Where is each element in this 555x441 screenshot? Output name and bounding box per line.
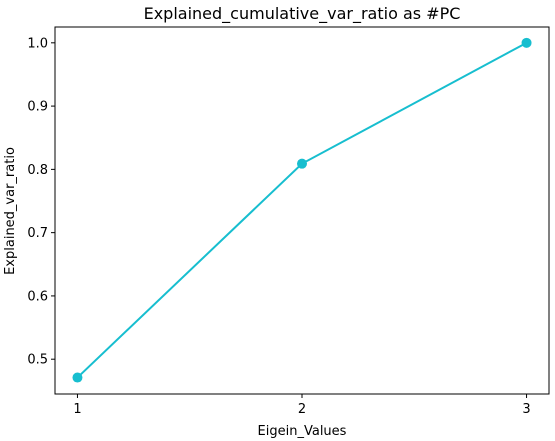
data-point bbox=[72, 372, 83, 383]
x-axis: 1 2 3 bbox=[73, 394, 531, 417]
data-line bbox=[76, 41, 528, 379]
x-axis-label: Eigein_Values bbox=[258, 424, 347, 439]
y-tick-label: 0.7 bbox=[27, 226, 48, 241]
y-tick-label: 0.8 bbox=[27, 163, 48, 178]
series-line bbox=[72, 37, 532, 383]
data-point bbox=[297, 158, 307, 169]
chart-title: Explained_cumulative_var_ratio as #PC bbox=[144, 4, 461, 24]
y-tick-label: 0.6 bbox=[27, 289, 48, 304]
x-tick-label: 1 bbox=[73, 402, 81, 417]
x-tick-label: 3 bbox=[522, 402, 530, 417]
plot-area-frame bbox=[54, 26, 550, 395]
y-tick-label: 0.9 bbox=[27, 100, 48, 115]
y-axis-label: Explained_var_ratio bbox=[3, 147, 18, 275]
y-tick-label: 1.0 bbox=[27, 36, 48, 51]
y-axis: 0.5 0.6 0.7 0.8 0.9 1.0 bbox=[27, 36, 55, 368]
x-tick-label: 2 bbox=[298, 402, 306, 417]
data-point bbox=[521, 37, 532, 48]
y-tick-label: 0.5 bbox=[27, 353, 48, 368]
